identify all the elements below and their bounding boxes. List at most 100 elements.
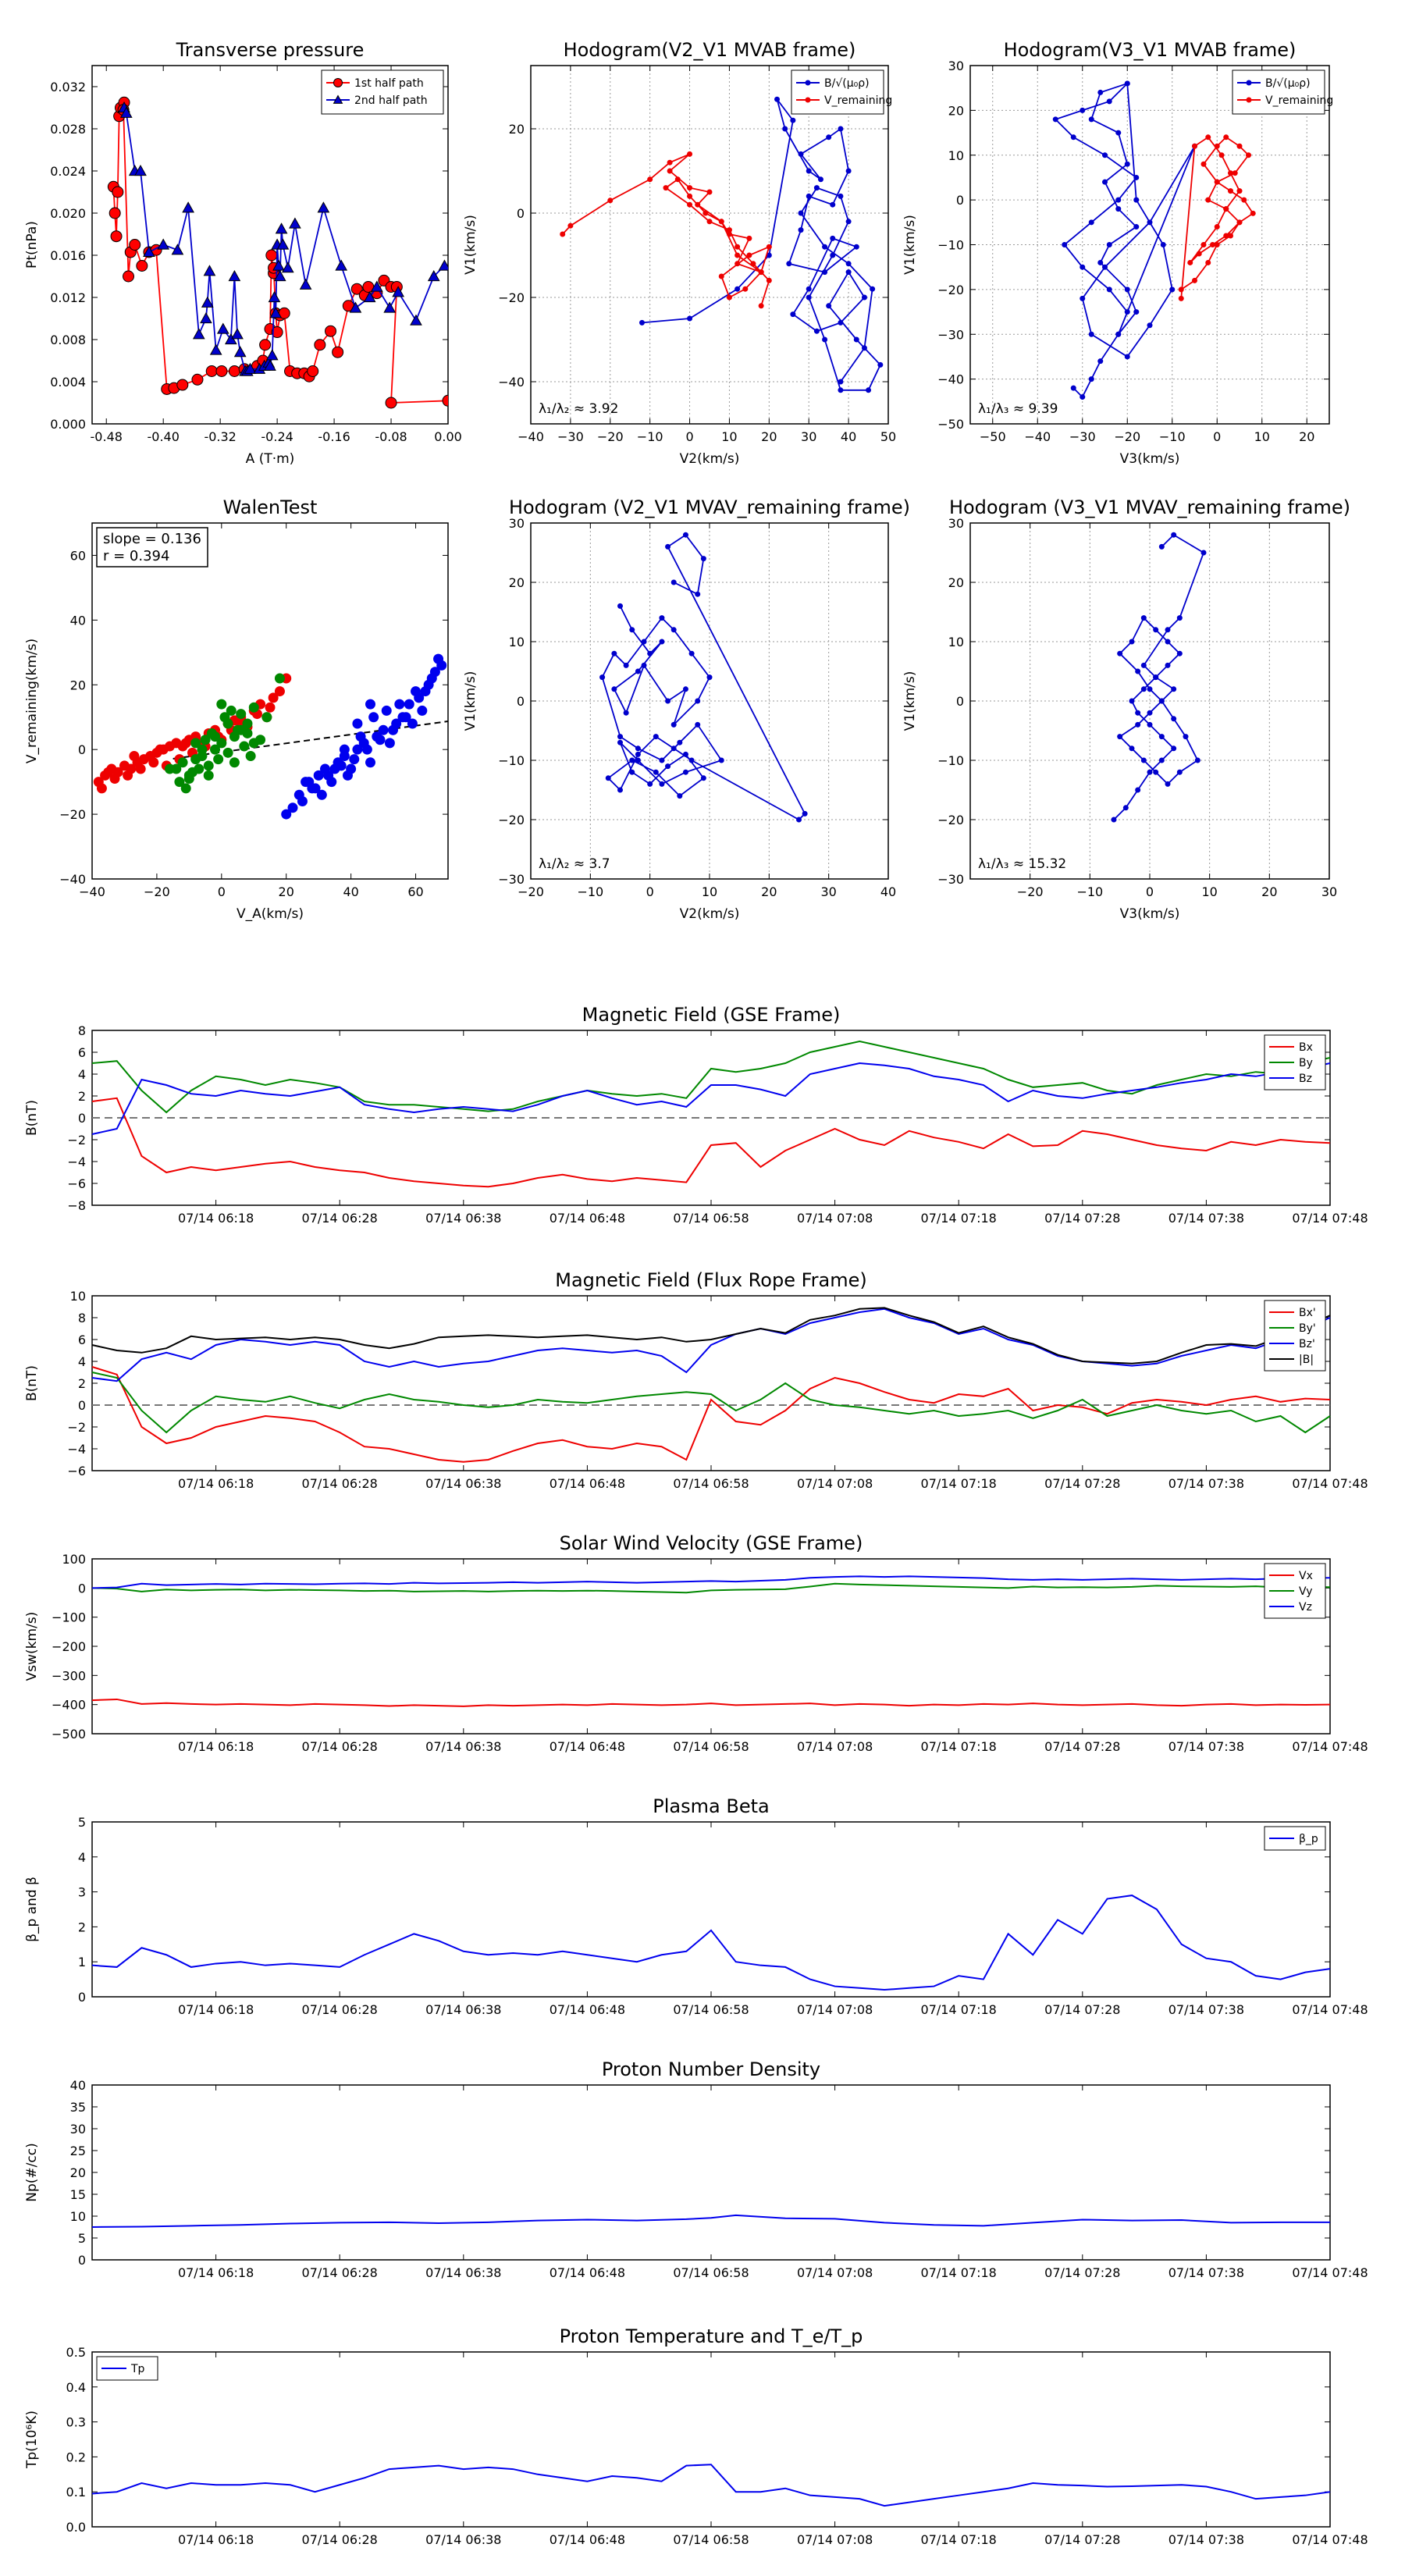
x-tick-label: 07/14 06:58 [673,1211,749,1226]
data-point [1218,152,1225,158]
data-point [242,718,253,729]
y-tick-label: 0.0 [66,2520,86,2535]
plot-frame [91,1558,1331,1735]
y-tick-label: 20 [70,2165,86,2180]
y-axis-label: V1(km/s) [902,671,918,731]
x-tick-label: 40 [343,884,358,899]
data-point [1115,197,1122,203]
data-point [1192,143,1197,149]
y-tick-label: −10 [937,753,964,768]
data-point [665,763,671,770]
data-point [200,311,212,324]
data-point [375,735,386,745]
legend-label: B/√(μ₀ρ) [1265,77,1311,90]
data-point [845,269,852,276]
series-line [91,1698,1331,1707]
data-point [1183,734,1189,740]
data-point [1102,152,1108,158]
data-point [1097,259,1104,265]
chart-title: Hodogram (V3_V1 MVAV_remaining frame) [949,496,1350,518]
x-tick-label: 10 [1254,429,1270,444]
data-point [700,556,706,562]
data-point [607,197,614,204]
y-tick-label: 0.024 [50,164,86,179]
data-point [605,775,611,781]
data-point [1124,161,1130,167]
y-tick-label: 0 [517,694,525,709]
data-point [845,261,852,267]
data-point [268,290,281,303]
data-point [1129,639,1135,645]
data-point [275,222,288,234]
chart-h2: −50 −40 −30 −20 −10 0 10 20 −50 −40 −30 −20 −10 0 10 20… [902,39,1333,467]
x-tick-label: 07/14 07:48 [1292,1476,1368,1491]
data-point [826,134,832,141]
data-point [352,718,363,729]
data-point [197,744,208,755]
x-tick-label: 07/14 07:18 [921,2532,997,2547]
x-tick-label: −40 [518,429,544,444]
y-tick-label: −300 [52,1668,86,1683]
data-point [560,231,566,237]
data-point [1214,143,1220,149]
chart-title: Hodogram (V2_V1 MVAV_remaining frame) [509,496,910,518]
data-point [1158,543,1165,550]
data-point [1080,295,1086,301]
chart-title: Plasma Beta [653,1795,769,1817]
data-point [192,328,205,340]
x-tick-label: 07/14 07:38 [1168,1211,1244,1226]
data-point [268,692,279,703]
data-point [381,705,392,716]
y-tick-label: −20 [498,290,525,305]
x-tick-label: 07/14 07:48 [1292,1211,1368,1226]
data-point [1196,251,1202,257]
y-tick-label: 0.028 [50,122,86,137]
data-point [216,322,229,334]
y-tick-label: −10 [937,238,964,253]
y-tick-label: 30 [948,59,964,73]
y-tick-label: 3 [78,1885,86,1900]
data-point [134,164,147,176]
x-tick-label: 07/14 07:18 [921,2002,997,2017]
data-point [143,245,155,258]
y-tick-label: 0 [78,1111,86,1126]
data-point [635,751,641,757]
data-point [682,532,688,538]
data-point [1246,80,1252,86]
y-tick-label: 10 [948,635,964,649]
y-tick-label: 20 [509,575,525,590]
data-point [1088,219,1094,226]
data-point [1250,210,1256,216]
data-point [635,745,641,752]
data-point [806,294,812,301]
x-tick-label: 20 [1261,884,1277,899]
data-point [1097,89,1104,95]
y-tick-label: −40 [937,372,964,387]
data-point [385,397,397,409]
x-tick-label: 50 [880,429,896,444]
data-point [231,328,244,340]
x-tick-label: 07/14 06:18 [178,2532,254,2547]
series-line [1113,534,1205,820]
x-tick-label: 07/14 06:38 [425,1739,501,1754]
plot-area [1052,80,1256,400]
data-point [1153,674,1159,681]
data-point [653,734,659,740]
legend-label: Bz' [1299,1338,1315,1350]
legend: Tp [96,2356,158,2381]
legend-label: β_p [1299,1833,1318,1845]
data-point [1097,358,1104,365]
data-point [838,387,844,393]
y-tick-label: 0.000 [50,417,86,432]
data-point [1115,206,1122,212]
x-tick-label: 0 [1213,429,1221,444]
data-point [1133,174,1140,180]
data-point [735,244,741,250]
data-point [1205,134,1211,141]
x-tick-label: -0.16 [318,429,350,444]
data-point [242,728,253,738]
x-tick-label: 07/14 07:28 [1044,1476,1120,1491]
y-tick-label: −30 [937,327,964,342]
data-point [349,754,360,765]
data-point [228,365,240,377]
